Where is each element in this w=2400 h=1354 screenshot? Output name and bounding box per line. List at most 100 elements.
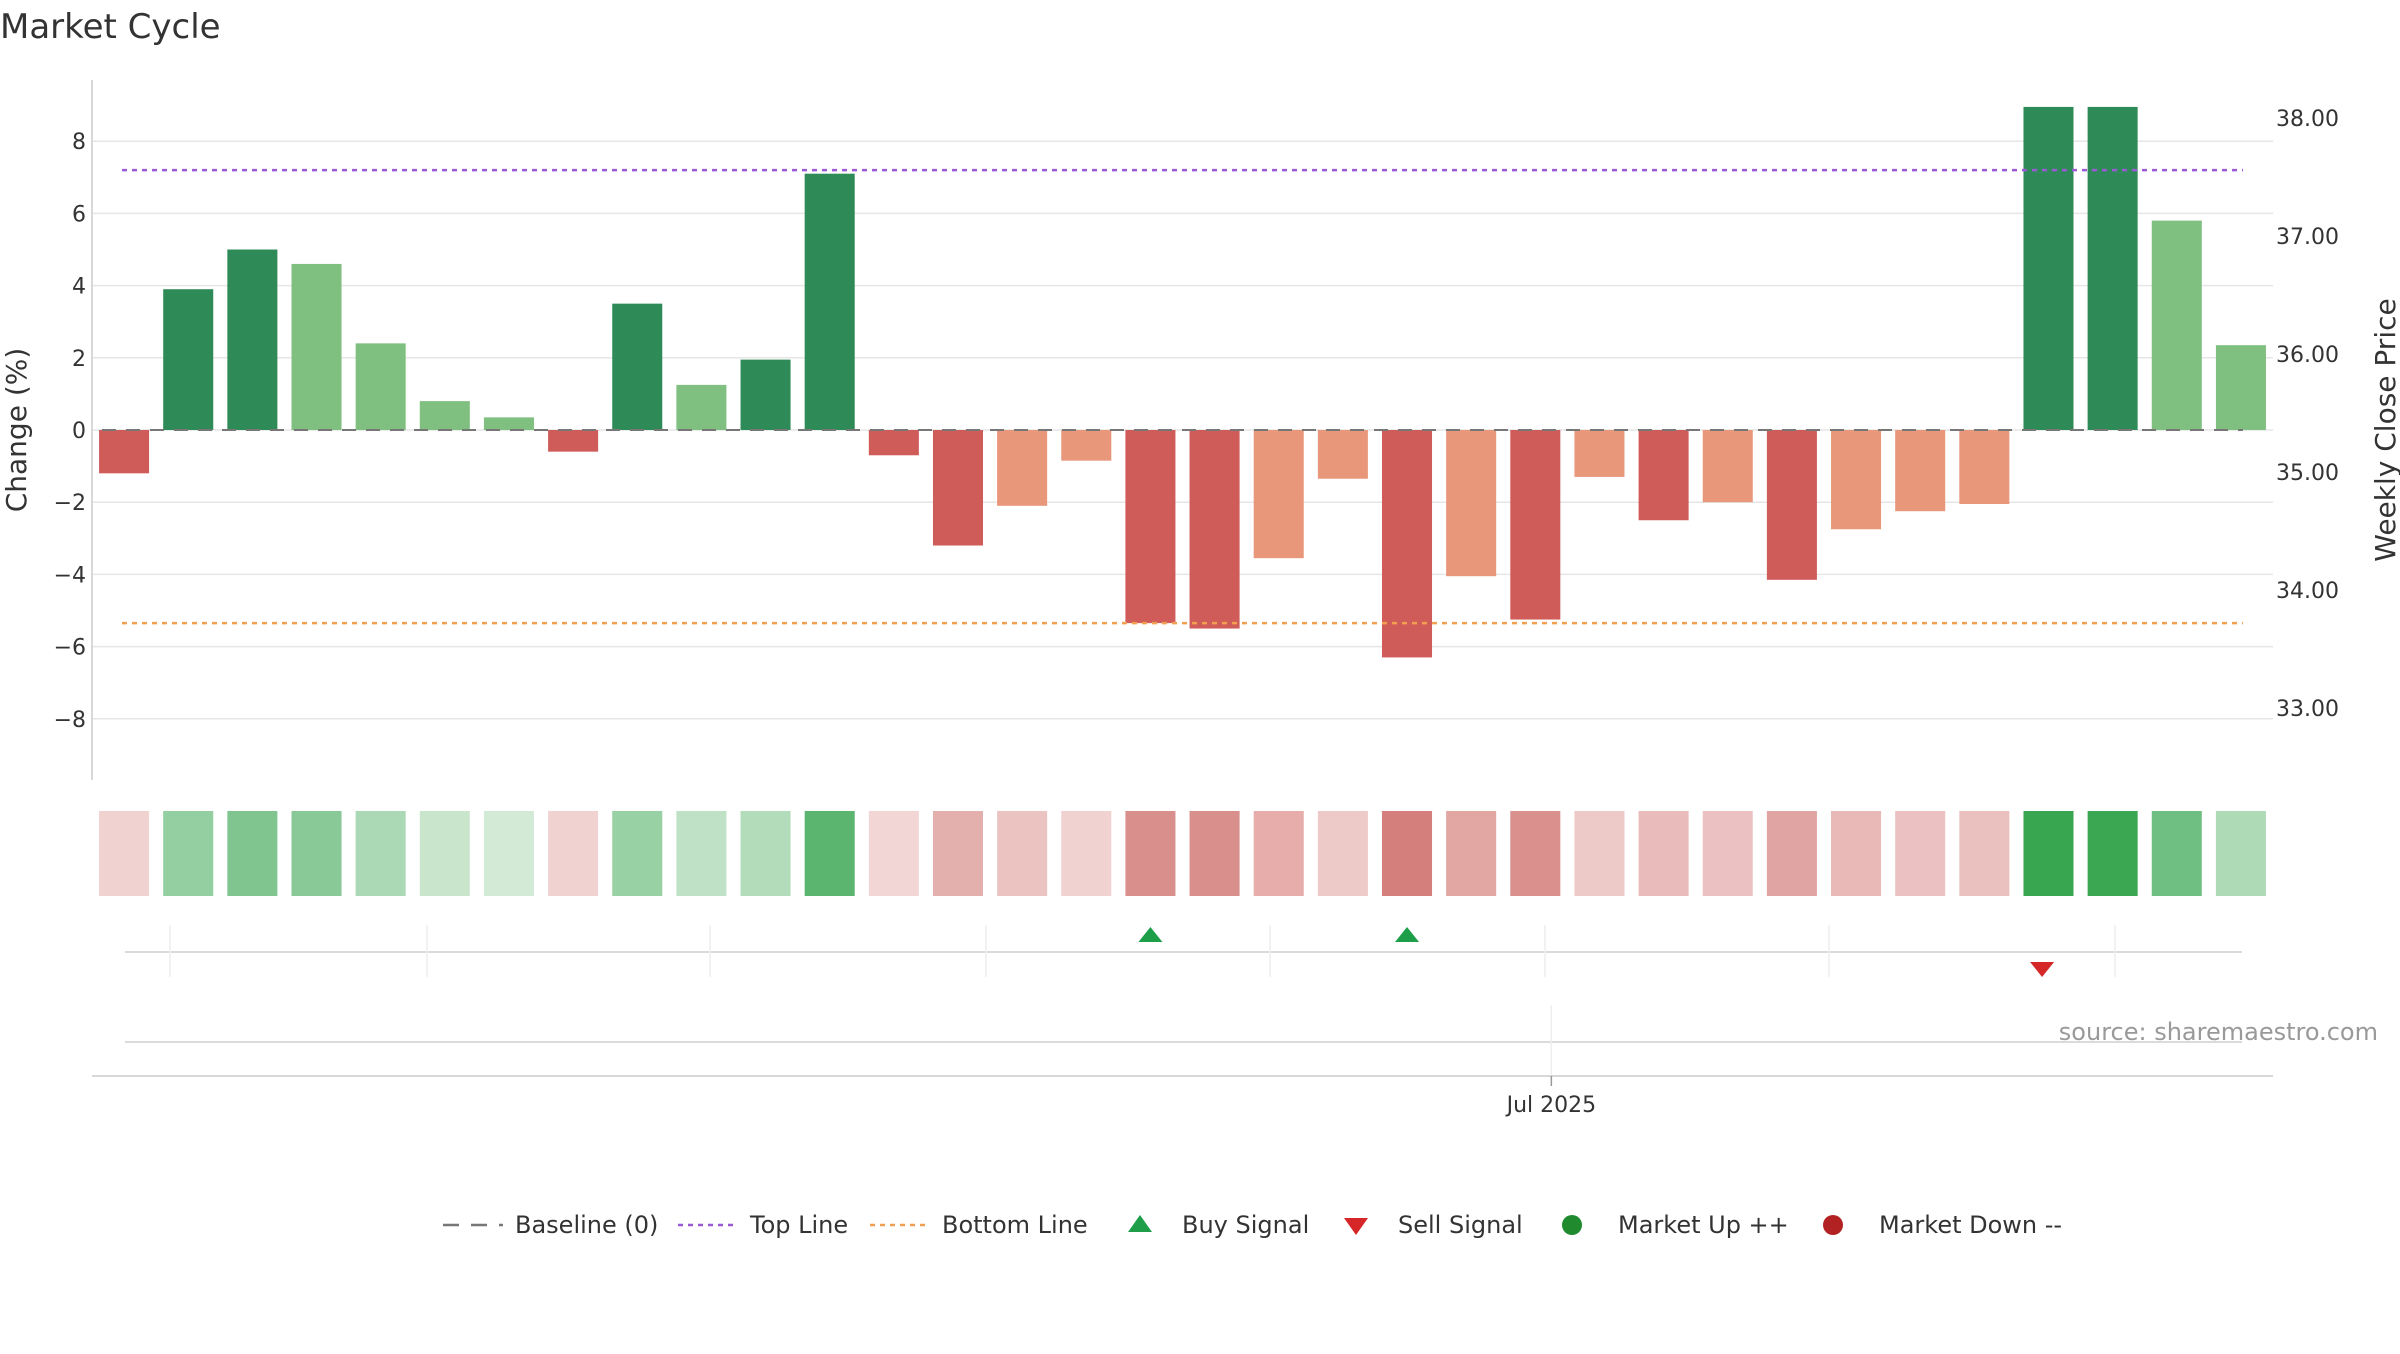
y2-tick-label: 37.00	[2276, 225, 2339, 250]
y-tick-label: 4	[72, 275, 86, 300]
y-tick-label: −2	[54, 491, 86, 516]
y-axis-title: Change (%)	[0, 348, 33, 513]
heat-cell	[997, 811, 1048, 896]
bar	[227, 249, 278, 430]
heat-cell	[932, 811, 984, 896]
legend-label: Market Up ++	[1618, 1211, 1789, 1239]
heat-cell	[676, 811, 727, 896]
bar	[291, 263, 342, 430]
heat-cell	[1574, 811, 1625, 896]
chart-title: Market Cycle	[0, 7, 221, 47]
legend-label: Top Line	[749, 1211, 848, 1239]
legend-marker	[1562, 1215, 1582, 1235]
y-tick-label: −6	[54, 636, 86, 661]
y2-tick-label: 38.00	[2276, 107, 2339, 132]
bar	[1638, 430, 1689, 521]
bar	[548, 430, 599, 452]
heat-cell	[1446, 811, 1497, 896]
heat-cell	[1253, 811, 1304, 896]
bar	[1125, 430, 1176, 624]
heat-cell	[1061, 811, 1112, 896]
heat-cell	[2023, 811, 2074, 896]
heat-cell	[1381, 811, 1433, 896]
legend-marker	[1823, 1215, 1843, 1235]
heat-cell	[291, 811, 342, 896]
y-tick-label: 0	[72, 419, 86, 444]
bar	[2023, 106, 2074, 430]
heat-cell	[1125, 811, 1176, 896]
heat-cell	[1189, 811, 1240, 896]
legend-label: Sell Signal	[1398, 1211, 1523, 1239]
bar	[99, 430, 150, 474]
heat-cell	[419, 811, 470, 896]
y2-tick-label: 35.00	[2276, 461, 2339, 486]
bar	[355, 343, 406, 430]
legend-label: Baseline (0)	[515, 1211, 658, 1239]
bar	[1510, 430, 1561, 620]
bar	[932, 430, 984, 546]
bar	[2151, 220, 2202, 430]
bar	[1766, 430, 1817, 580]
bar	[1831, 430, 1882, 530]
heat-cell	[1638, 811, 1689, 896]
y-tick-label: 6	[72, 202, 86, 227]
heat-cell	[740, 811, 791, 896]
bar	[1061, 430, 1112, 461]
heat-cell	[548, 811, 599, 896]
source-label: source: sharemaestro.com	[2059, 1018, 2378, 1046]
bar	[740, 359, 791, 430]
bar	[612, 303, 663, 430]
bar	[419, 401, 470, 430]
bar	[163, 289, 214, 430]
x-tick-label: Jul 2025	[1505, 1093, 1597, 1118]
bar	[1381, 430, 1433, 658]
bar	[997, 430, 1048, 506]
bar	[1702, 430, 1753, 503]
heat-cell	[1959, 811, 2010, 896]
y-tick-label: 2	[72, 347, 86, 372]
bar	[483, 417, 534, 430]
heat-cell	[2087, 811, 2138, 896]
sell-signal-marker	[2030, 962, 2055, 977]
y2-tick-label: 34.00	[2276, 579, 2339, 604]
y2-axis-title: Weekly Close Price	[2369, 298, 2400, 561]
heat-cell	[1766, 811, 1817, 896]
heat-cell	[1510, 811, 1561, 896]
bar	[1574, 430, 1625, 477]
bar	[676, 384, 727, 430]
y2-tick-label: 36.00	[2276, 343, 2339, 368]
bar	[804, 173, 855, 430]
heat-cell	[355, 811, 406, 896]
legend-marker	[1344, 1218, 1368, 1235]
heat-cell	[2151, 811, 2202, 896]
bar	[1446, 430, 1497, 577]
heat-cell	[1317, 811, 1368, 896]
heat-cell	[227, 811, 278, 896]
y-tick-label: −8	[54, 708, 86, 733]
bar	[868, 430, 919, 456]
buy-signal-marker	[1395, 927, 1420, 942]
bar	[1959, 430, 2010, 505]
bar	[1317, 430, 1368, 479]
bar	[1253, 430, 1304, 559]
y2-tick-label: 33.00	[2276, 697, 2339, 722]
bar	[2087, 106, 2138, 430]
heat-cell	[1831, 811, 1882, 896]
buy-signal-marker	[1138, 927, 1163, 942]
y-tick-label: 8	[72, 130, 86, 155]
heat-cell	[99, 811, 150, 896]
bar	[1189, 430, 1240, 629]
bar	[2215, 345, 2266, 430]
heat-cell	[483, 811, 534, 896]
legend-label: Market Down --	[1879, 1211, 2062, 1239]
heat-cell	[2215, 811, 2266, 896]
heat-cell	[804, 811, 855, 896]
heat-cell	[163, 811, 214, 896]
legend-marker	[1128, 1215, 1152, 1232]
heat-cell	[1702, 811, 1753, 896]
heat-cell	[1895, 811, 1946, 896]
legend-label: Bottom Line	[942, 1211, 1088, 1239]
heat-cell	[612, 811, 663, 896]
